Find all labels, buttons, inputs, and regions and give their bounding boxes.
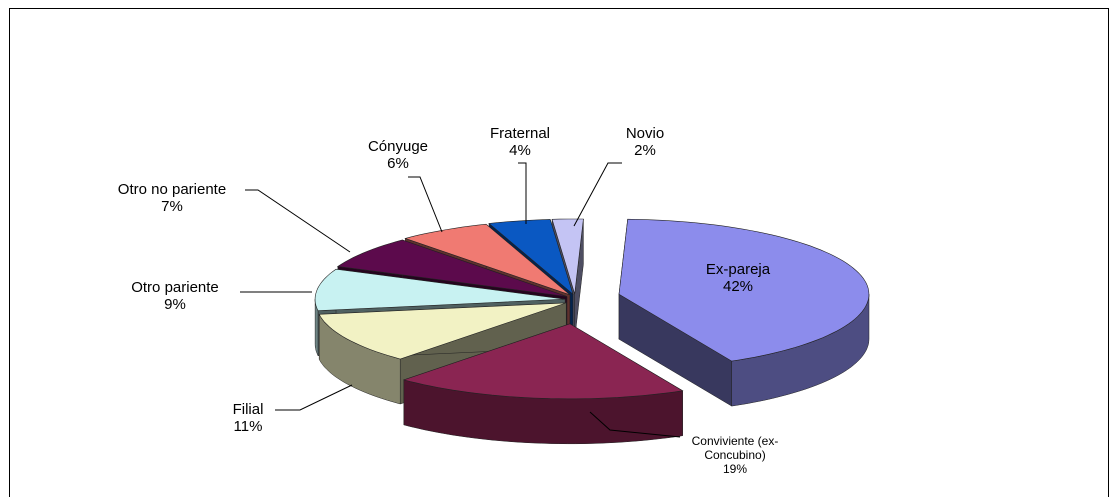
- leader-line: [589, 411, 681, 438]
- slice: [551, 218, 584, 295]
- slice: [314, 268, 566, 312]
- category-label: Cónyuge: [367, 138, 429, 155]
- value-label: 9%: [164, 296, 186, 313]
- value-label: 11%: [233, 418, 263, 435]
- value-label: 7%: [161, 198, 183, 215]
- leader-line: [408, 176, 443, 233]
- slice: [488, 219, 574, 295]
- slice: [404, 223, 571, 296]
- category-label: Otro pariente: [131, 279, 219, 296]
- leader-line: [518, 162, 527, 224]
- value-label: 6%: [387, 155, 409, 172]
- category-label: Ex-pareja: [705, 261, 771, 278]
- category-label: Novio: [625, 125, 665, 142]
- leader-line: [573, 162, 622, 227]
- slice: [318, 302, 567, 360]
- value-label: 2%: [634, 142, 656, 159]
- leader-line: [245, 189, 351, 253]
- slice: [336, 239, 567, 297]
- category-label: Filial: [232, 401, 264, 418]
- slice-label: Fraternal 4%: [490, 125, 550, 159]
- category-label: Conviviente (ex-Concubino): [691, 434, 779, 462]
- category-label: Otro no pariente: [117, 181, 227, 198]
- value-label: 4%: [509, 142, 531, 159]
- slice-label: Ex-pareja 42%: [706, 261, 770, 295]
- slice-label: Otro pariente 9%: [131, 279, 219, 313]
- value-label: 42%: [722, 278, 754, 295]
- slice-label: Otro no pariente 7%: [118, 181, 226, 215]
- slice: [402, 323, 684, 400]
- category-label: Fraternal: [489, 125, 551, 142]
- slice-label: Conviviente (ex-Concubino) 19%: [675, 434, 795, 476]
- slice-label: Cónyuge 6%: [368, 138, 428, 172]
- chart-frame: [9, 8, 1109, 497]
- leader-line: [275, 384, 353, 411]
- slice-label: Filial 11%: [233, 401, 264, 435]
- slice-label: Novio 2%: [626, 125, 664, 159]
- value-label: 19%: [722, 462, 748, 476]
- slice: [618, 218, 870, 362]
